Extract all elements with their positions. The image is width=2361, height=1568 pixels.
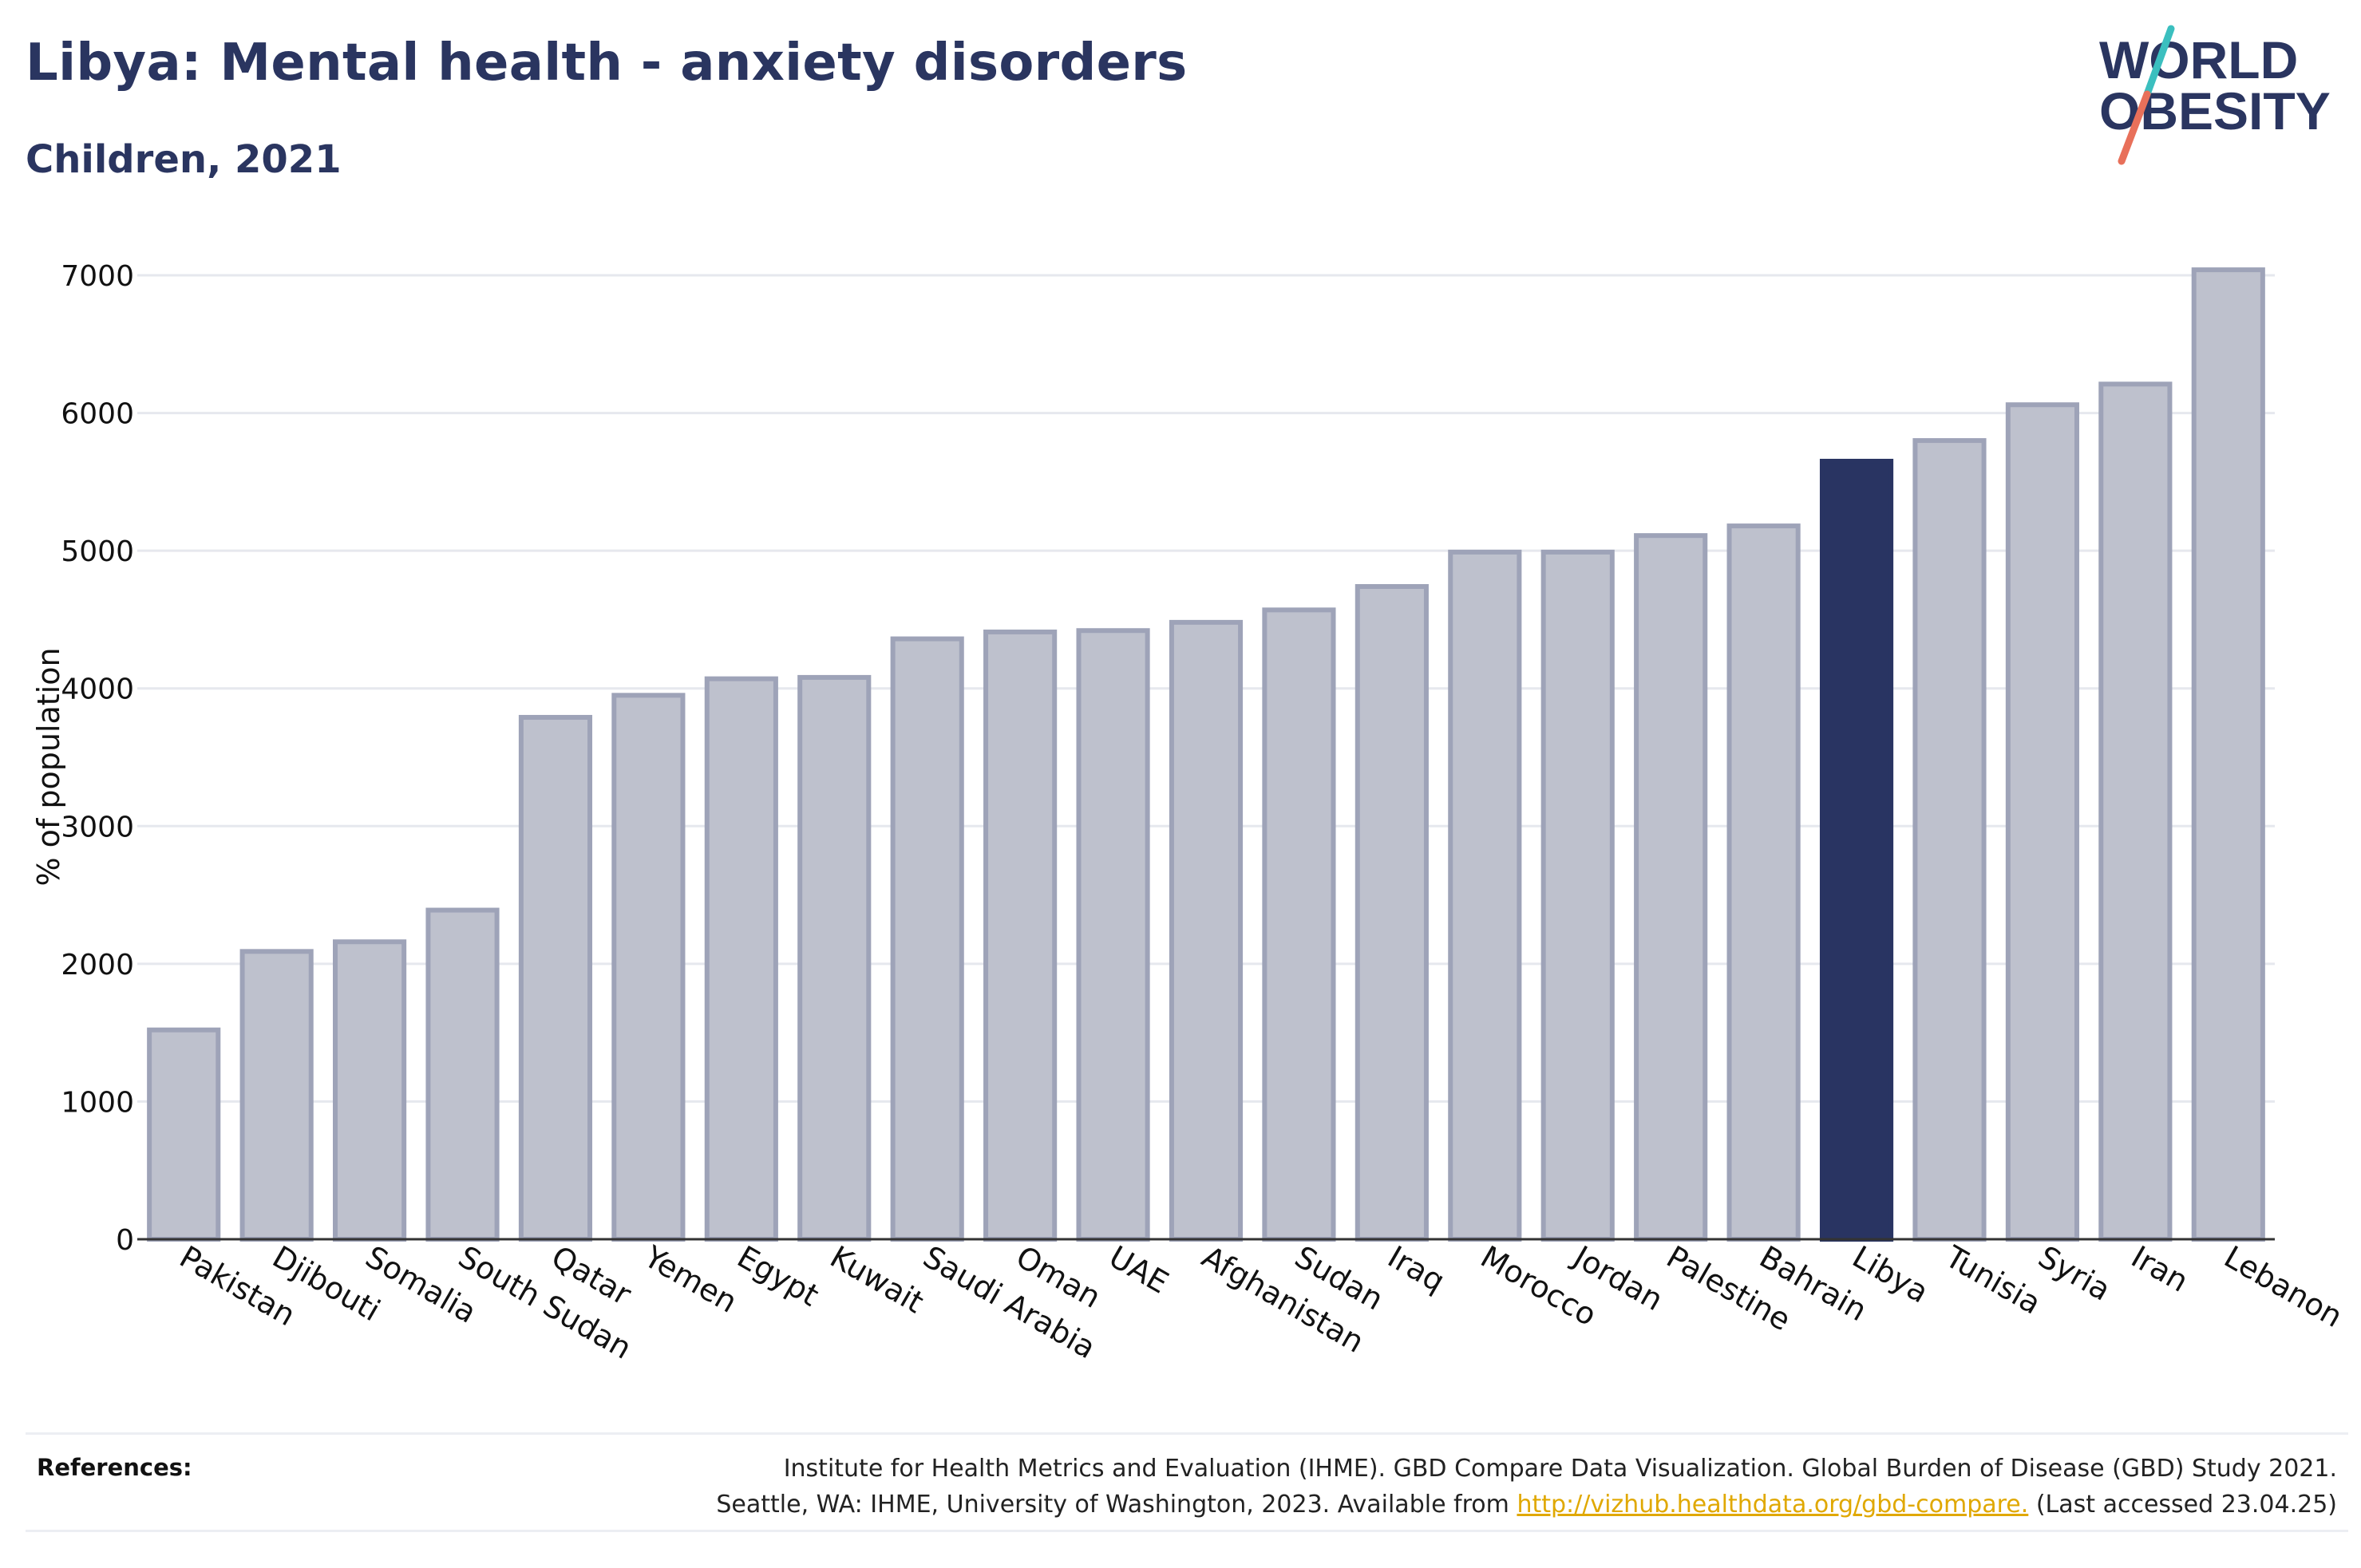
y-tick-label: 7000 [61,260,134,293]
x-tick-label: Yemen [638,1238,743,1320]
bar-iran [2098,381,2173,1242]
references-divider-bottom [26,1530,2348,1532]
y-tick-label: 6000 [61,398,134,431]
bar-bahrain [1726,523,1801,1242]
bars [147,267,2265,1242]
bar-morocco [1448,549,1522,1242]
y-tick-label: 2000 [61,949,134,981]
world-obesity-logo: WORLD OBESITY [2099,25,2331,165]
reference-line-1: Institute for Health Metrics and Evaluat… [783,1455,2337,1483]
y-tick-label: 4000 [61,673,134,706]
logo-slash-teal [2143,25,2175,98]
bar-egypt [704,676,778,1242]
reference-line-2: Seattle, WA: IHME, University of Washing… [716,1491,1509,1519]
bar-yemen [611,693,686,1242]
bar-lebanon [2191,267,2265,1242]
bar-sudan [1262,607,1336,1242]
y-axis-ticks: 0 1000 2000 3000 4000 5000 6000 7000 [61,260,134,1257]
x-tick-label: Iraq [1382,1239,1450,1299]
bar-kuwait [797,674,872,1242]
bar-djibouti [239,949,314,1242]
bar-south-sudan [425,907,500,1242]
logo-slash-coral [2118,90,2151,165]
bar-chart: 0 1000 2000 3000 4000 5000 6000 7000 PakistanDj… [31,260,2348,1366]
bar-oman [983,629,1058,1242]
reference-accessed: (Last accessed 23.04.25) [2035,1491,2337,1519]
bar-pakistan [147,1027,221,1242]
bar-afghanistan [1169,619,1244,1242]
y-tick-label: 1000 [61,1086,134,1119]
bar-jordan [1540,549,1615,1242]
y-tick-label: 3000 [61,811,134,843]
references-text: Institute for Health Metrics and Evaluat… [421,1451,2337,1523]
chart-subtitle: Children, 2021 [26,137,342,182]
bar-iraq [1355,584,1429,1242]
bar-qatar [518,714,593,1242]
y-tick-label: 5000 [61,535,134,568]
bar-uae [1076,628,1150,1242]
x-tick-label: Syria [2032,1239,2116,1308]
bar-libya [1819,458,1894,1242]
bar-somalia [333,939,407,1242]
bar-tunisia [1912,438,1987,1242]
references-label: References: [37,1454,192,1481]
bar-palestine [1634,533,1708,1242]
bar-saudi-arabia [890,636,964,1242]
bar-syria [2005,402,2079,1242]
x-tick-label: Iran [2126,1239,2194,1299]
logo-word-world: WORLD [2099,30,2298,89]
x-tick-label: UAE [1103,1239,1174,1301]
x-tick-label: Egypt [731,1239,825,1313]
chart-title: Libya: Mental health - anxiety disorders [26,34,1188,93]
y-tick-label: 0 [116,1224,134,1257]
x-tick-label: Tunisia [1939,1238,2047,1321]
x-tick-label: Kuwait [825,1239,930,1321]
reference-link[interactable]: http://vizhub.healthdata.org/gbd-compare… [1517,1491,2029,1519]
x-tick-label: Lebanon [2218,1239,2348,1334]
y-axis-label: % of population [31,647,66,886]
references-divider-top [26,1432,2348,1435]
